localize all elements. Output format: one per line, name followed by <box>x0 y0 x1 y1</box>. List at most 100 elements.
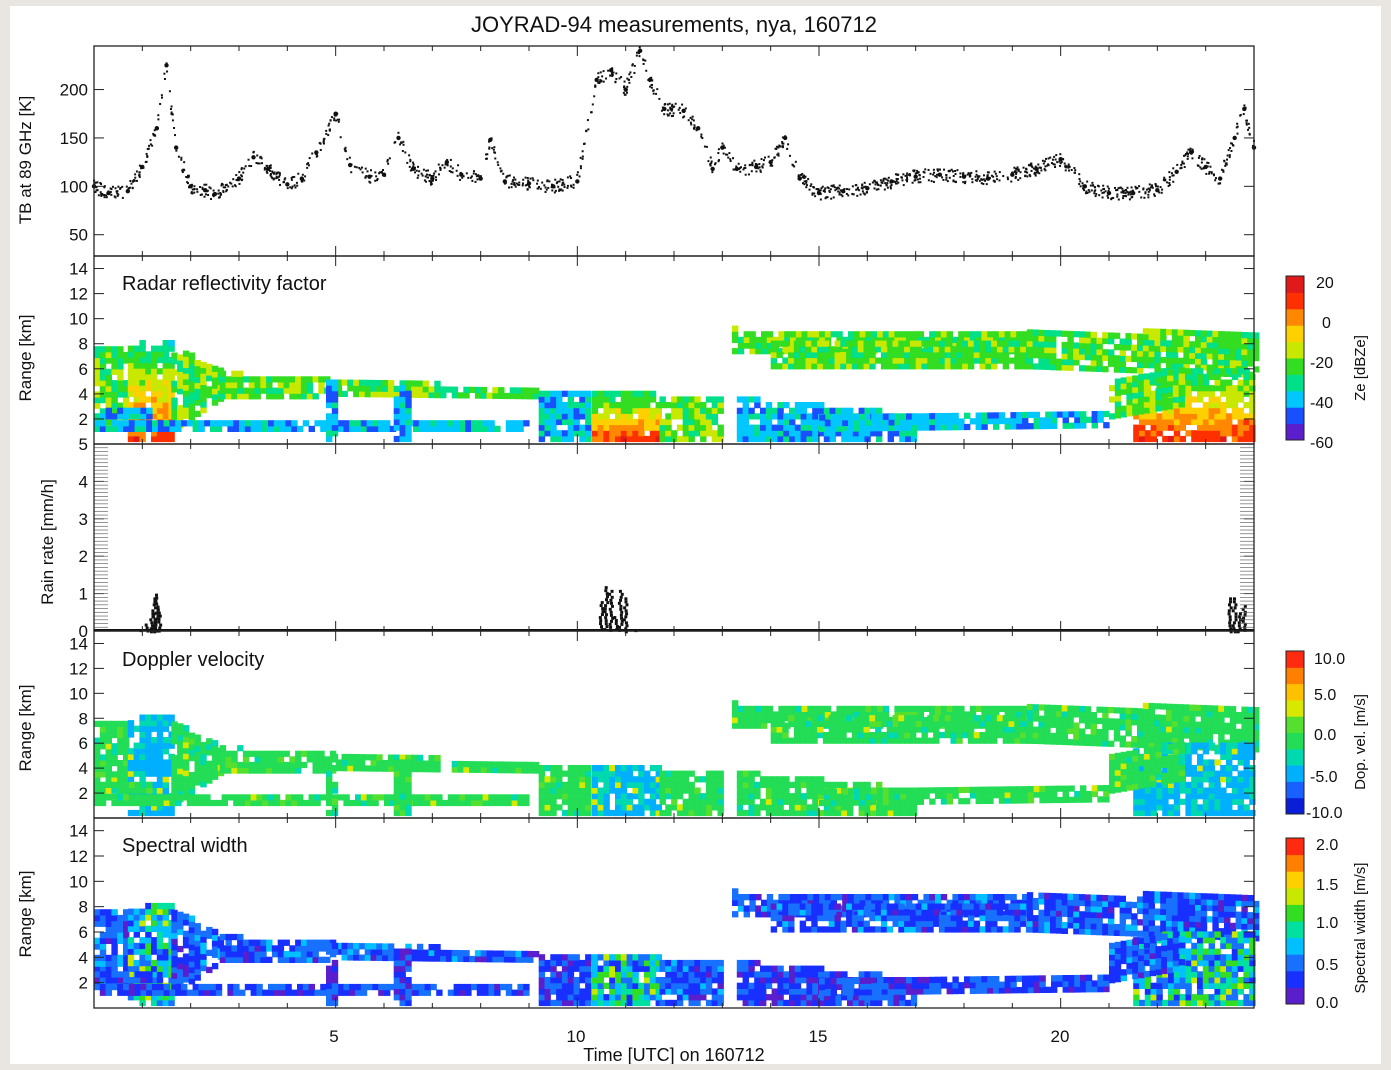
ze-cell <box>291 425 298 432</box>
ze-cell <box>1055 364 1063 371</box>
vel-cell <box>133 748 140 755</box>
ze-cell <box>1020 357 1027 364</box>
ze-cell <box>127 362 135 369</box>
tb-data-point <box>518 181 521 184</box>
tb-data-point <box>260 157 263 160</box>
ze-cell <box>341 379 348 386</box>
vel-cell <box>177 762 184 769</box>
vel-cell <box>200 770 207 777</box>
ze-cell <box>915 363 923 370</box>
ze-cell <box>326 390 333 397</box>
tb-data-point <box>917 181 920 184</box>
ze-cell <box>788 346 795 353</box>
vel-cell <box>162 742 169 749</box>
ze-cell <box>157 420 165 427</box>
ze-cell <box>717 430 724 437</box>
ze-cell <box>1125 344 1132 351</box>
ze-cell <box>846 357 853 364</box>
ze-cell <box>755 336 762 343</box>
ze-cell <box>145 373 152 380</box>
tb-data-point <box>1092 184 1095 187</box>
ze-cell <box>892 340 899 347</box>
ze-cell <box>853 425 861 432</box>
ze-cell <box>1220 402 1227 409</box>
vel-cell <box>277 756 285 763</box>
tb-data-point <box>1011 171 1014 174</box>
ze-cell <box>94 397 101 404</box>
ze-cell <box>133 385 140 392</box>
ze-cell <box>1235 354 1242 361</box>
vel-cell <box>585 793 592 800</box>
ze-cell <box>609 424 616 431</box>
ze-cell <box>326 402 333 409</box>
tb-data-point <box>985 183 988 186</box>
tb-data-point <box>404 151 407 154</box>
vel-cell <box>609 770 616 777</box>
ze-cell <box>277 393 285 400</box>
tb-data-point <box>980 178 983 181</box>
vel-cell <box>206 760 213 767</box>
rain-data-point <box>1228 603 1232 607</box>
vel-cell <box>911 711 919 718</box>
ze-cell <box>1171 334 1179 342</box>
ze-cell <box>188 358 196 365</box>
ze-cell <box>266 376 273 383</box>
ze-cell <box>742 418 749 426</box>
tb-data-point <box>526 188 529 191</box>
ze-cell <box>335 390 343 397</box>
ze-cell <box>168 362 175 369</box>
tb-data-point <box>801 182 804 185</box>
ze-cell <box>1002 363 1010 370</box>
vel-cell <box>312 767 319 774</box>
ze-cell <box>800 424 807 431</box>
tb-data-point <box>217 196 220 199</box>
ze-cell <box>1079 353 1086 361</box>
ze-cell <box>1177 346 1184 353</box>
tb-data-point <box>558 189 561 192</box>
tb-data-point <box>797 176 800 179</box>
ze-cell <box>760 407 767 414</box>
ze-cell <box>99 346 107 353</box>
tb-data-point <box>614 81 617 84</box>
tb-data-point <box>803 180 806 183</box>
tb-data-point <box>99 191 102 194</box>
tb-data-point <box>1030 169 1033 172</box>
tb-data-point <box>344 150 347 153</box>
tb-data-point <box>462 175 465 178</box>
ze-cell <box>194 410 201 417</box>
vel-cell <box>556 804 563 811</box>
ze-cell <box>859 425 866 432</box>
ze-cell <box>626 435 633 443</box>
vel-cell <box>538 798 546 805</box>
tb-data-point <box>894 181 897 184</box>
ze-cell <box>117 357 124 364</box>
vel-cell <box>399 798 406 805</box>
ze-cell <box>573 418 580 426</box>
vel-cell <box>225 761 232 769</box>
ze-cell <box>99 380 107 387</box>
vel-cell <box>221 794 228 801</box>
ze-cell <box>1033 417 1040 424</box>
ze-cell <box>865 425 872 432</box>
tb-data-point <box>1079 180 1082 183</box>
tb-data-point <box>916 171 919 174</box>
tb-data-point <box>835 187 838 190</box>
tb-data-point <box>1039 166 1042 169</box>
ze-cell <box>579 407 586 414</box>
ze-cell <box>892 346 899 353</box>
ze-cell <box>770 340 778 347</box>
ze-cell <box>620 430 628 437</box>
ze-cell <box>888 424 895 432</box>
ze-cell <box>1125 338 1132 345</box>
ze-cell <box>1161 398 1168 405</box>
tb-data-point <box>1161 188 1164 191</box>
ze-cell <box>962 357 969 364</box>
rain-data-point <box>151 624 155 628</box>
ze-cell <box>880 351 888 359</box>
vel-cell <box>171 738 178 745</box>
tb-data-point <box>701 137 704 140</box>
vel-cell <box>626 798 633 805</box>
ze-cell <box>1212 364 1219 371</box>
ze-cell <box>1206 370 1213 377</box>
tb-data-point <box>660 109 663 112</box>
